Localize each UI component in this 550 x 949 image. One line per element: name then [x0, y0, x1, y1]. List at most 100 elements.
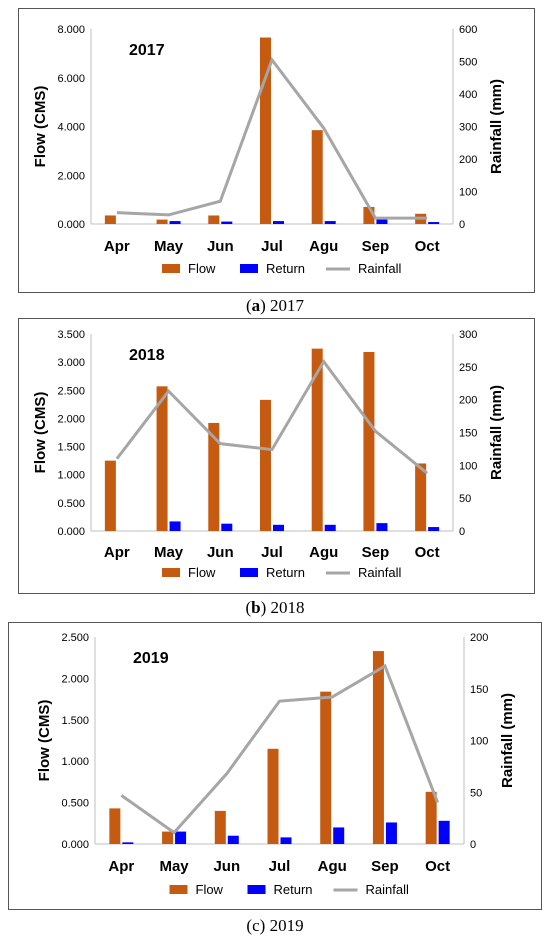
- legend-swatch-flow: [162, 568, 180, 577]
- y-tick-label: 1.000: [57, 470, 85, 482]
- chart-2018: 0.000 0.500 1.000 1.500 2.000 2.500 3.000 3.500…: [32, 329, 505, 580]
- legend-label-return: Return: [266, 565, 305, 580]
- y2-tick-label: 50: [459, 493, 471, 505]
- rainfall-line: [116, 56, 428, 220]
- x-tick-label: Agu: [318, 858, 347, 875]
- y2-tick-label: 100: [470, 736, 488, 748]
- flow-bar: [162, 831, 174, 844]
- y-tick-label: 1.000: [61, 756, 89, 768]
- y2-tick-label: 0: [459, 526, 465, 538]
- x-tick-label: Oct: [425, 858, 450, 875]
- y-axis-title: Flow (CMS): [32, 86, 49, 168]
- x-tick-label: Apr: [108, 858, 134, 875]
- flow-bar: [156, 386, 168, 531]
- flow-bar: [425, 791, 437, 844]
- y-tick-label: 0.500: [61, 798, 89, 810]
- x-tick-label: May: [154, 544, 184, 561]
- flow-bar: [320, 691, 332, 844]
- return-bar: [376, 523, 388, 531]
- x-tick-label: Jun: [207, 238, 234, 255]
- legend-label-return: Return: [274, 882, 313, 897]
- rainfall-line: [120, 663, 440, 835]
- y-tick-label: 6.000: [57, 73, 85, 85]
- x-tick-label: Oct: [415, 544, 440, 561]
- chart-panel-2018: 0.000 0.500 1.000 1.500 2.000 2.500 3.000 3.500…: [18, 318, 535, 594]
- chart-2019: 0.000 0.500 1.000 1.500 2.000 2.500 0 50 100 150 2…: [36, 632, 516, 897]
- flow-bar: [260, 399, 271, 531]
- y2-axis-title: Rainfall (mm): [488, 385, 505, 480]
- x-tick-label: Sep: [371, 858, 399, 875]
- chart-title: 2018: [129, 347, 165, 364]
- chart-panel-2017: 0.000 2.000 4.000 6.000 8.000 0 100 200 300 400 50…: [18, 8, 535, 293]
- y-tick-label: 3.000: [57, 357, 85, 369]
- caption-letter: a: [251, 296, 261, 315]
- return-bar: [324, 524, 336, 531]
- return-bar: [169, 221, 181, 224]
- y-tick-label: 2.000: [57, 413, 85, 425]
- return-bar: [273, 221, 284, 224]
- flow-bar: [311, 130, 323, 224]
- y2-tick-label: 0: [470, 839, 476, 851]
- caption-2017: (a) 2017: [245, 296, 305, 315]
- return-bar: [333, 827, 345, 844]
- flow-bar: [267, 748, 279, 844]
- y-tick-label: 0.000: [57, 219, 85, 231]
- y-axis-title: Flow (CMS): [36, 700, 53, 782]
- y2-tick-label: 200: [470, 632, 488, 644]
- x-tick-label: Jul: [261, 544, 283, 561]
- y-tick-label: 2.000: [61, 673, 89, 685]
- y2-tick-label: 200: [459, 395, 477, 407]
- y-tick-label: 8.000: [57, 24, 85, 36]
- y-tick-label: 2.500: [57, 385, 85, 397]
- x-tick-label: Apr: [104, 544, 130, 561]
- return-bar: [169, 521, 181, 531]
- y2-axis-title: Rainfall (mm): [488, 79, 505, 174]
- y2-tick-label: 250: [459, 362, 477, 374]
- legend-label-rainfall: Rainfall: [358, 261, 401, 276]
- flow-bar: [415, 463, 427, 531]
- legend-swatch-flow: [162, 264, 180, 273]
- flow-bar: [363, 352, 375, 531]
- chart-panel-2019: 0.000 0.500 1.000 1.500 2.000 2.500 0 50 100 150 2…: [8, 622, 542, 910]
- y2-tick-label: 100: [459, 187, 477, 199]
- flow-bar: [208, 215, 220, 224]
- y2-tick-label: 0: [459, 219, 465, 231]
- return-bar: [428, 222, 440, 224]
- y-axis-title: Flow (CMS): [32, 392, 49, 474]
- flow-bar: [260, 37, 271, 224]
- y-tick-label: 4.000: [57, 122, 85, 134]
- y-tick-label: 2.000: [57, 170, 85, 182]
- caption-2018: (b) 2018: [245, 598, 305, 617]
- legend-label-rainfall: Rainfall: [358, 565, 401, 580]
- legend-label-return: Return: [266, 261, 305, 276]
- flow-bar: [156, 219, 168, 224]
- x-tick-label: Agu: [309, 544, 338, 561]
- return-bar: [324, 221, 336, 224]
- chart-title: 2017: [129, 42, 165, 59]
- legend-label-flow: Flow: [188, 565, 216, 580]
- flow-bar: [372, 651, 384, 844]
- flow-bar: [104, 215, 116, 224]
- y2-tick-label: 100: [459, 460, 477, 472]
- y2-tick-label: 400: [459, 89, 477, 101]
- legend-swatch-return: [240, 264, 258, 273]
- flow-bar: [104, 460, 116, 531]
- y2-tick-label: 150: [459, 428, 477, 440]
- chart-title: 2019: [133, 650, 169, 667]
- return-bar: [221, 523, 233, 531]
- return-bar: [376, 219, 388, 224]
- return-bar: [428, 527, 440, 531]
- x-tick-label: Jun: [213, 858, 240, 875]
- legend-swatch-flow: [169, 885, 188, 894]
- y2-axis-title: Rainfall (mm): [499, 693, 516, 788]
- return-bar: [385, 822, 397, 844]
- chart-2017: 0.000 2.000 4.000 6.000 8.000 0 100 200 300 400 50…: [32, 24, 505, 276]
- legend-swatch-return: [240, 568, 258, 577]
- x-tick-label: Apr: [104, 238, 130, 255]
- return-bar: [221, 221, 233, 224]
- y-tick-label: 1.500: [61, 715, 89, 727]
- y2-tick-label: 600: [459, 24, 477, 36]
- flow-bar: [311, 348, 323, 531]
- x-tick-label: Oct: [415, 238, 440, 255]
- caption-letter: b: [251, 598, 261, 617]
